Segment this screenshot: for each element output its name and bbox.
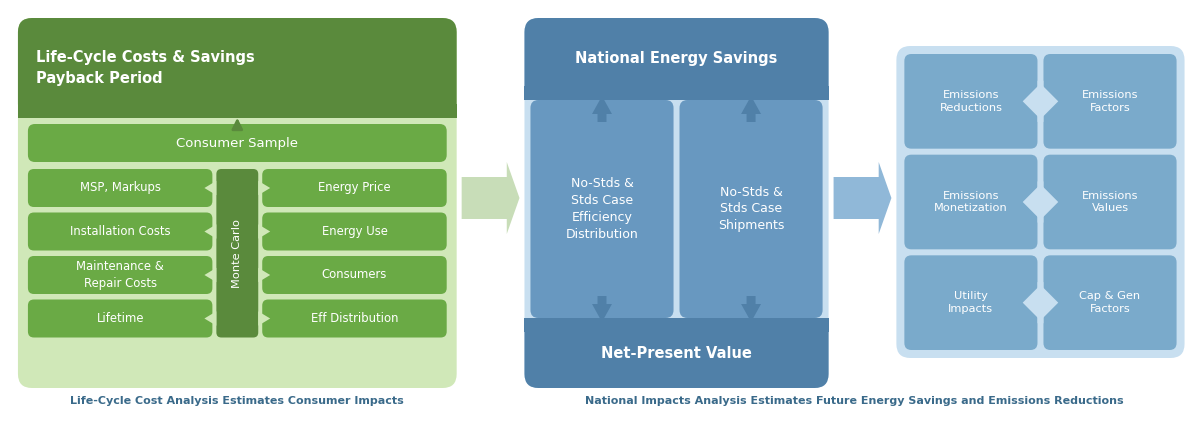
Polygon shape [1038,282,1058,323]
FancyBboxPatch shape [18,18,457,118]
Text: No-Stds &
Stds Case
Efficiency
Distribution: No-Stds & Stds Case Efficiency Distribut… [565,177,638,241]
Text: Cap & Gen
Factors: Cap & Gen Factors [1080,291,1140,314]
Text: Utility
Impacts: Utility Impacts [948,291,994,314]
Polygon shape [258,311,270,326]
Text: Maintenance &
Repair Costs: Maintenance & Repair Costs [77,261,164,289]
Polygon shape [742,96,761,122]
Text: MSP, Markups: MSP, Markups [79,181,161,194]
FancyBboxPatch shape [28,256,212,294]
FancyBboxPatch shape [1044,155,1176,249]
Bar [18,104,457,118]
FancyBboxPatch shape [263,256,446,294]
Polygon shape [592,96,612,122]
Polygon shape [1038,181,1058,223]
Polygon shape [742,296,761,322]
Text: Lifetime: Lifetime [96,312,144,325]
Polygon shape [834,162,892,234]
FancyBboxPatch shape [28,169,212,207]
Text: Emissions
Factors: Emissions Factors [1081,90,1139,113]
FancyBboxPatch shape [28,300,212,338]
Text: Emissions
Values: Emissions Values [1081,190,1139,213]
FancyBboxPatch shape [905,54,1038,149]
FancyBboxPatch shape [905,155,1038,249]
Bar [524,86,828,100]
Text: Net-Present Value: Net-Present Value [601,345,752,360]
Polygon shape [204,268,216,282]
Text: Monte Carlo: Monte Carlo [233,219,242,288]
Polygon shape [204,224,216,239]
Polygon shape [462,162,520,234]
Polygon shape [1038,80,1058,122]
Polygon shape [258,181,270,195]
Polygon shape [1022,80,1044,122]
Polygon shape [258,268,270,282]
Bar [524,318,828,332]
FancyBboxPatch shape [905,255,1038,350]
Text: Eff Distribution: Eff Distribution [311,312,398,325]
Text: Life-Cycle Cost Analysis Estimates Consumer Impacts: Life-Cycle Cost Analysis Estimates Consu… [71,396,404,406]
Text: Emissions
Reductions: Emissions Reductions [940,90,1002,113]
FancyBboxPatch shape [1044,255,1176,350]
Polygon shape [258,224,270,239]
Text: Life-Cycle Costs & Savings
Payback Period: Life-Cycle Costs & Savings Payback Perio… [36,50,254,86]
Text: No-Stds &
Stds Case
Shipments: No-Stds & Stds Case Shipments [718,185,785,233]
FancyBboxPatch shape [263,300,446,338]
FancyBboxPatch shape [28,124,446,162]
FancyBboxPatch shape [524,18,828,388]
Text: Installation Costs: Installation Costs [70,225,170,238]
FancyBboxPatch shape [18,18,457,388]
FancyBboxPatch shape [530,100,673,318]
Polygon shape [204,181,216,195]
FancyBboxPatch shape [28,212,212,251]
FancyBboxPatch shape [263,212,446,251]
FancyBboxPatch shape [216,169,258,338]
FancyBboxPatch shape [524,318,828,388]
FancyBboxPatch shape [263,169,446,207]
FancyBboxPatch shape [1044,54,1176,149]
FancyBboxPatch shape [896,46,1184,358]
Polygon shape [592,296,612,322]
Polygon shape [1022,282,1044,323]
Polygon shape [1022,181,1044,223]
Text: Energy Use: Energy Use [322,225,388,238]
Text: Consumers: Consumers [322,268,388,282]
FancyBboxPatch shape [524,18,828,100]
Text: National Energy Savings: National Energy Savings [575,52,778,67]
Text: Energy Price: Energy Price [318,181,391,194]
Text: Emissions
Monetization: Emissions Monetization [934,190,1008,213]
Polygon shape [204,311,216,326]
FancyBboxPatch shape [679,100,823,318]
Text: Consumer Sample: Consumer Sample [176,136,299,150]
Text: National Impacts Analysis Estimates Future Energy Savings and Emissions Reductio: National Impacts Analysis Estimates Futu… [586,396,1124,406]
